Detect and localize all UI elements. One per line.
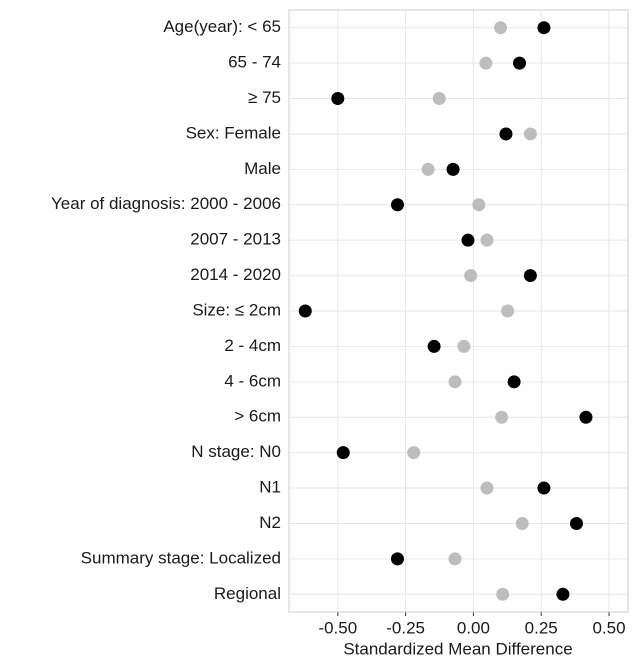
x-tick-label: 0.25 [525, 618, 558, 637]
y-tick-label: > 6cm [234, 407, 281, 426]
x-tick-label: 0.00 [457, 618, 490, 637]
y-tick-label: 2007 - 2013 [190, 230, 281, 249]
dot [579, 410, 593, 424]
dot [513, 56, 527, 70]
dot [556, 587, 570, 601]
dot [448, 375, 462, 389]
dot [472, 198, 486, 212]
x-tick-label: 0.50 [592, 618, 625, 637]
dot [495, 410, 509, 424]
dot [480, 481, 494, 495]
y-tick-label: Size: ≤ 2cm [192, 300, 281, 319]
dot [407, 446, 421, 460]
dot [464, 269, 478, 283]
y-tick-label: 65 - 74 [228, 53, 281, 72]
plot-border [288, 9, 629, 613]
dot [446, 162, 460, 176]
y-tick-label: N stage: N0 [191, 442, 281, 461]
dot [457, 339, 471, 353]
y-tick-label: ≥ 75 [248, 88, 281, 107]
dot [507, 375, 521, 389]
dot [390, 198, 404, 212]
dot [448, 552, 462, 566]
dot [390, 552, 404, 566]
dot [523, 269, 537, 283]
y-tick-label: 2014 - 2020 [190, 265, 281, 284]
y-tick-label: Regional [214, 584, 281, 603]
y-tick-label: N1 [259, 478, 281, 497]
dot [494, 21, 508, 35]
dot [331, 92, 345, 106]
y-tick-label: Age(year): < 65 [163, 17, 281, 36]
x-tick-label: -0.50 [318, 618, 357, 637]
dot [496, 587, 510, 601]
dot [479, 56, 493, 70]
dot [298, 304, 312, 318]
dot [515, 516, 529, 530]
y-tick-label: 2 - 4cm [224, 336, 281, 355]
y-tick-label: N2 [259, 513, 281, 532]
dot [461, 233, 475, 247]
dot [523, 127, 537, 141]
x-tick-label: -0.25 [386, 618, 425, 637]
dot [336, 446, 350, 460]
y-tick-label: Year of diagnosis: 2000 - 2006 [51, 194, 281, 213]
y-tick-label: Male [244, 159, 281, 178]
dot [501, 304, 515, 318]
dot [569, 516, 583, 530]
y-tick-label: 4 - 6cm [224, 371, 281, 390]
dot [499, 127, 513, 141]
dot [427, 339, 441, 353]
y-tick-label: Summary stage: Localized [81, 548, 281, 567]
dot [421, 162, 435, 176]
dot [480, 233, 494, 247]
x-axis-label: Standardized Mean Difference [343, 639, 572, 658]
dot [432, 92, 446, 106]
dot [537, 21, 551, 35]
dot [537, 481, 551, 495]
y-tick-label: Sex: Female [186, 123, 281, 142]
